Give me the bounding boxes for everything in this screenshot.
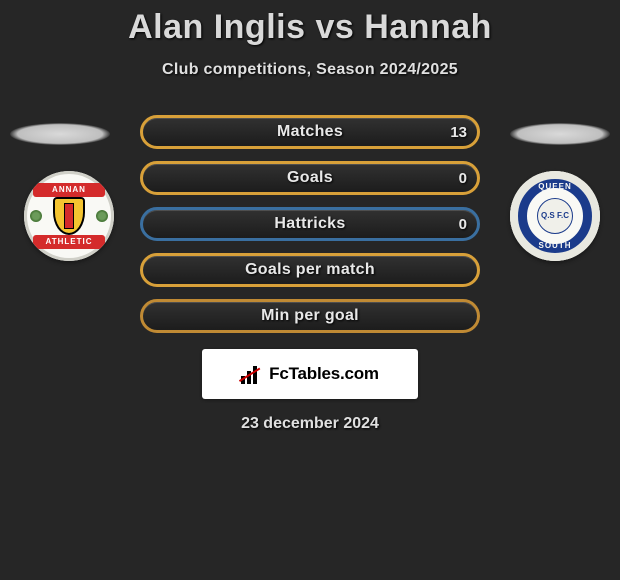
stat-bar: Goals per match (140, 253, 480, 287)
stat-value-right: 0 (449, 164, 477, 192)
stat-bar: Matches13 (140, 115, 480, 149)
player-shadow-right (510, 123, 610, 145)
brand-text: FcTables.com (269, 364, 379, 384)
stat-bar: Goals0 (140, 161, 480, 195)
thistle-icon (96, 210, 108, 222)
stat-label: Min per goal (143, 302, 477, 330)
crest-left-bottom-text: ATHLETIC (33, 235, 105, 249)
qos-crest: QUEEN SOUTH Q.S F.C (510, 171, 600, 261)
comparison-stage: ANNAN ATHLETIC QUEEN SOUTH Q.S F.C Match… (0, 101, 620, 561)
stat-label: Matches (143, 118, 477, 146)
crest-right-inner-text: Q.S F.C (537, 198, 573, 234)
stat-bar: Hattricks0 (140, 207, 480, 241)
stat-label: Goals per match (143, 256, 477, 284)
club-crest-right: QUEEN SOUTH Q.S F.C (510, 171, 600, 261)
page-title: Alan Inglis vs Hannah (0, 0, 620, 47)
crest-right-bottom-text: SOUTH (510, 241, 600, 250)
club-crest-left: ANNAN ATHLETIC (24, 171, 114, 261)
crest-left-top-text: ANNAN (33, 183, 105, 197)
chart-icon (241, 364, 263, 384)
stat-bars: Matches13Goals0Hattricks0Goals per match… (140, 115, 480, 345)
crest-right-top-text: QUEEN (510, 182, 600, 191)
stat-bar: Min per goal (140, 299, 480, 333)
brand-badge: FcTables.com (202, 349, 418, 399)
thistle-icon (30, 210, 42, 222)
player-shadow-left (10, 123, 110, 145)
generation-date: 23 december 2024 (0, 415, 620, 433)
stat-label: Hattricks (143, 210, 477, 238)
page-subtitle: Club competitions, Season 2024/2025 (0, 61, 620, 79)
stat-value-right: 0 (449, 210, 477, 238)
annan-crest: ANNAN ATHLETIC (24, 171, 114, 261)
stat-label: Goals (143, 164, 477, 192)
stat-value-right: 13 (440, 118, 477, 146)
shield-icon (53, 197, 85, 235)
